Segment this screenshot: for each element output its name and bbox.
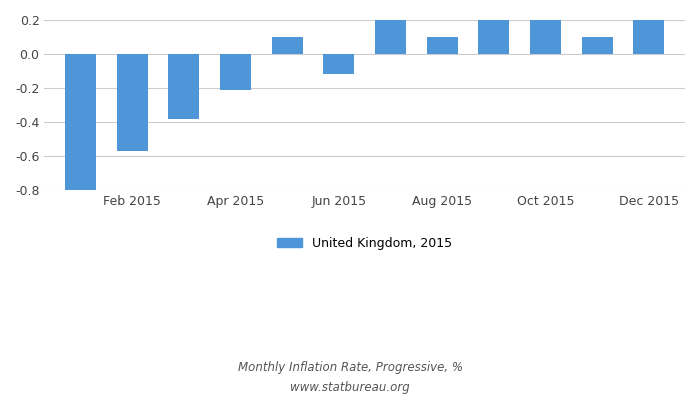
Bar <box>65 54 96 190</box>
Bar <box>530 20 561 54</box>
Bar <box>582 37 612 54</box>
Bar <box>478 20 510 54</box>
Bar <box>220 54 251 90</box>
Bar <box>323 54 354 74</box>
Bar <box>272 37 302 54</box>
Bar <box>117 54 148 151</box>
Text: Monthly Inflation Rate, Progressive, %: Monthly Inflation Rate, Progressive, % <box>237 362 463 374</box>
Legend: United Kingdom, 2015: United Kingdom, 2015 <box>272 232 457 255</box>
Bar <box>634 20 664 54</box>
Bar <box>427 37 458 54</box>
Bar <box>375 20 406 54</box>
Bar <box>169 54 199 118</box>
Text: www.statbureau.org: www.statbureau.org <box>290 382 410 394</box>
